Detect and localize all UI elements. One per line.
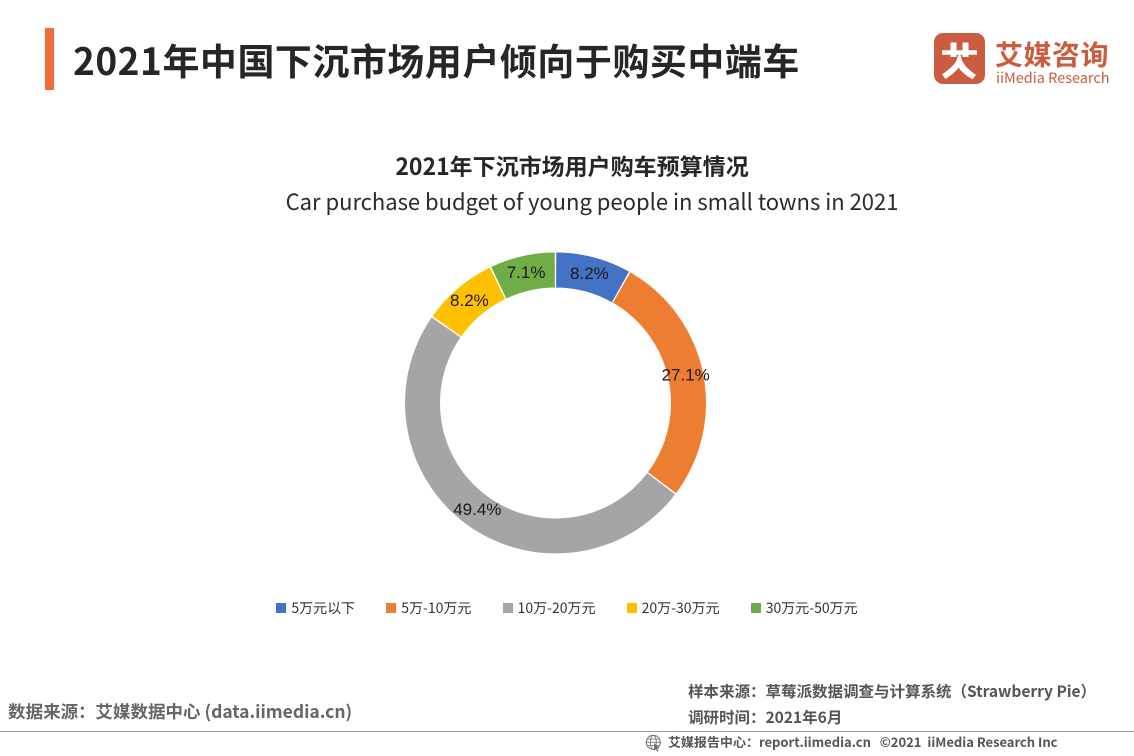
svg-text:7.1%: 7.1% — [507, 263, 546, 282]
svg-text:27.1%: 27.1% — [662, 365, 710, 384]
svg-text:8.2%: 8.2% — [570, 264, 609, 283]
svg-text:49.4%: 49.4% — [453, 500, 501, 519]
svg-text:8.2%: 8.2% — [450, 291, 489, 310]
